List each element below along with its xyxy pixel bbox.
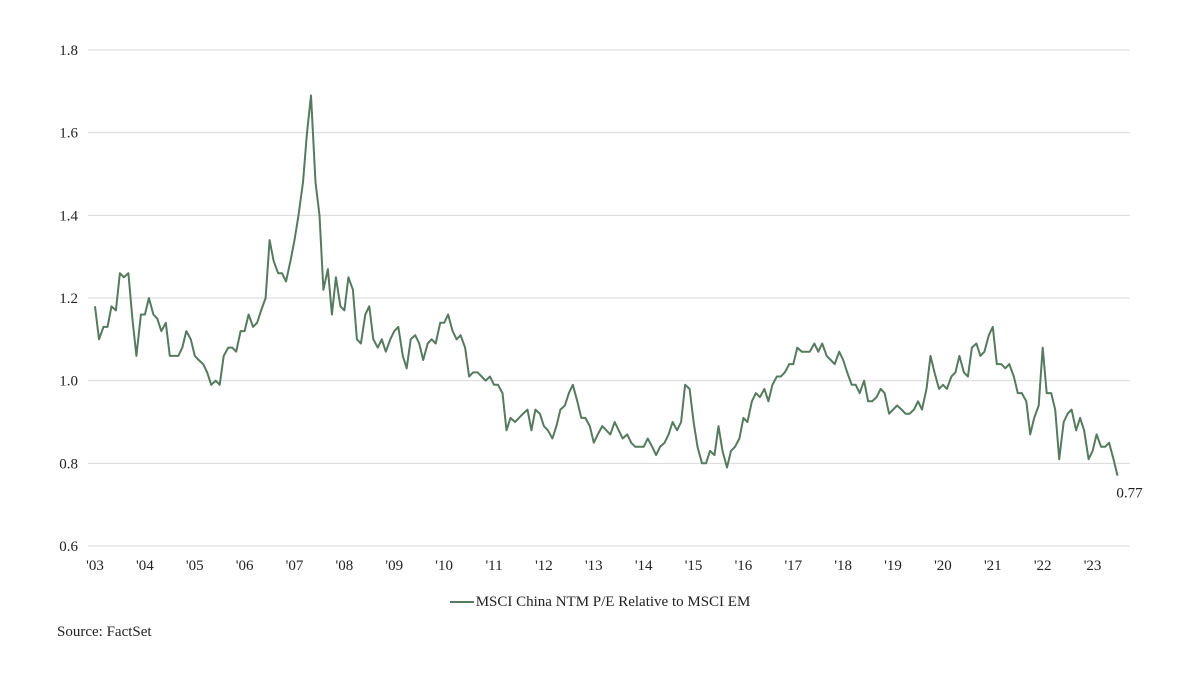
x-tick-label: '16 xyxy=(735,558,753,574)
x-tick-label: '22 xyxy=(1034,558,1052,574)
x-tick-label: '18 xyxy=(834,558,852,574)
legend-label: MSCI China NTM P/E Relative to MSCI EM xyxy=(475,594,751,610)
source-note: Source: FactSet xyxy=(57,624,152,640)
x-tick-label: '07 xyxy=(286,558,304,574)
legend: MSCI China NTM P/E Relative to MSCI EM xyxy=(0,594,1200,611)
x-tick-label: '21 xyxy=(984,558,1002,574)
gridlines xyxy=(88,49,1130,547)
x-tick-label: '05 xyxy=(186,558,204,574)
x-tick-label: '10 xyxy=(435,558,453,574)
y-axis-tick-labels: 0.6 0.8 1.0 1.2 1.4 1.6 1.8 xyxy=(59,43,78,555)
x-tick-label: '06 xyxy=(236,558,254,574)
series-line-msci-china-relative-pe xyxy=(94,94,1119,476)
x-tick-label: '04 xyxy=(136,558,154,574)
x-tick-label: '20 xyxy=(934,558,952,574)
x-tick-label: '12 xyxy=(535,558,553,574)
y-tick-label: 0.8 xyxy=(59,456,78,472)
legend-swatch xyxy=(449,600,474,603)
x-tick-label: '13 xyxy=(585,558,603,574)
y-tick-label: 0.6 xyxy=(59,539,78,555)
x-tick-label: '03 xyxy=(86,558,104,574)
x-tick-label: '14 xyxy=(635,558,653,574)
x-tick-label: '15 xyxy=(685,558,703,574)
x-tick-label: '08 xyxy=(336,558,354,574)
y-tick-label: 1.0 xyxy=(59,374,78,390)
x-tick-label: '09 xyxy=(385,558,403,574)
x-tick-label: '17 xyxy=(784,558,802,574)
y-tick-label: 1.2 xyxy=(59,291,78,307)
x-tick-label: '23 xyxy=(1084,558,1102,574)
end-value-label: 0.77 xyxy=(1116,486,1143,502)
y-tick-label: 1.4 xyxy=(59,208,78,224)
y-tick-label: 1.6 xyxy=(59,126,78,142)
y-tick-label: 1.8 xyxy=(59,43,78,59)
x-tick-label: '19 xyxy=(884,558,902,574)
x-tick-label: '11 xyxy=(485,558,502,574)
x-axis-tick-labels: '03 '04 '05 '06 '07 '08 '09 '10 '11 '12 '13 '14 '15 '… xyxy=(86,558,1101,574)
